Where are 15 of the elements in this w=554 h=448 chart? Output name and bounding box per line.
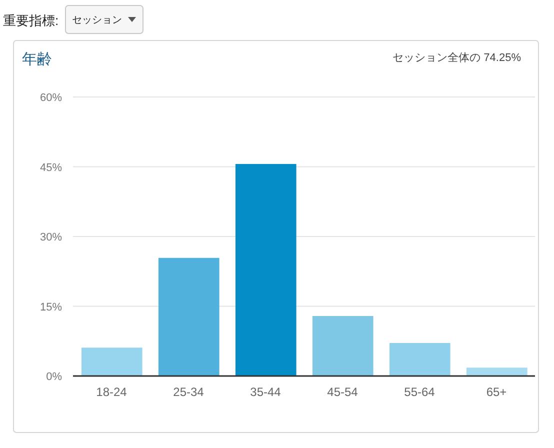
x-tick-label: 25-34 [173,385,204,399]
chart-subtitle: セッション全体の 74.25% [392,52,522,64]
x-tick-label: 45-54 [327,385,358,399]
y-tick-label: 45% [40,162,62,174]
dropdown: セッション [65,5,144,34]
x-tick-label: 35-44 [250,385,282,399]
y-tick-label: 60% [40,92,62,104]
y-tick-label: 30% [40,232,62,244]
x-tick-label: 18-24 [96,385,128,399]
chart-title: 年齢 [22,51,52,68]
x-tick-label: 55-64 [404,385,436,399]
metric-label: 重要指標: [3,13,59,28]
y-tick-label: 15% [40,301,62,314]
y-tick-label: 0% [46,371,62,383]
x-tick-label: 65+ [486,385,507,399]
